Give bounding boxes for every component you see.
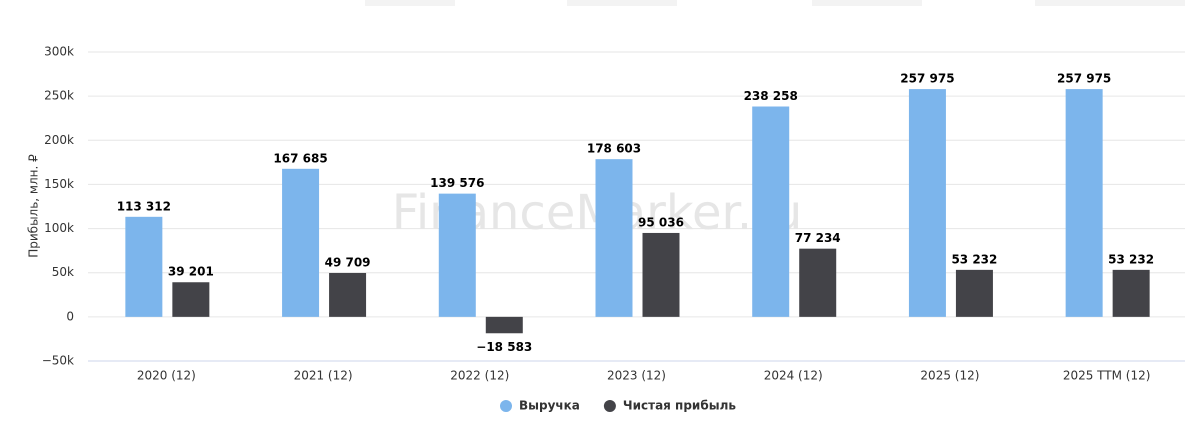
data-label: 257 975: [900, 72, 954, 86]
x-tick-label: 2024 (12): [764, 369, 823, 383]
legend-marker: [500, 400, 512, 412]
data-label: 167 685: [273, 151, 327, 165]
data-label: 53 232: [951, 252, 997, 266]
bar: [438, 193, 476, 317]
data-label: −18 583: [476, 340, 532, 354]
legend-label: Чистая прибыль: [623, 399, 736, 413]
tab-stub: [567, 0, 677, 6]
y-tick-label: 300k: [44, 45, 74, 59]
x-tick-label: 2021 (12): [294, 369, 353, 383]
bar: [172, 282, 210, 317]
data-label: 238 258: [744, 89, 798, 103]
y-tick-label: 250k: [44, 89, 74, 103]
data-label: 53 232: [1108, 252, 1154, 266]
bar: [125, 216, 163, 317]
data-label: 39 201: [168, 265, 214, 279]
bar: [1112, 269, 1150, 317]
x-tick-label: 2025 (12): [920, 369, 979, 383]
data-label: 95 036: [638, 215, 684, 229]
tab-stub: [1035, 0, 1185, 6]
x-tick-label: 2023 (12): [607, 369, 666, 383]
tab-stub: [812, 0, 922, 6]
bar: [595, 159, 633, 317]
y-tick-label: 100k: [44, 221, 74, 235]
legend-label: Выручка: [519, 399, 580, 413]
y-tick-label: 0: [66, 309, 74, 323]
tab-stub: [365, 0, 455, 6]
bar: [282, 168, 320, 317]
bar: [908, 89, 946, 317]
data-label: 178 603: [587, 142, 641, 156]
bar: [485, 316, 523, 334]
data-label: 257 975: [1057, 72, 1111, 86]
bar: [329, 272, 367, 317]
y-tick-label: 200k: [44, 133, 74, 147]
x-tick-label: 2022 (12): [450, 369, 509, 383]
data-label: 77 234: [795, 231, 841, 245]
x-tick-label: 2020 (12): [137, 369, 196, 383]
legend-marker: [603, 400, 616, 412]
x-tick-label: 2025 TTM (12): [1063, 369, 1151, 383]
bar: [642, 232, 680, 317]
y-tick-label: 150k: [44, 177, 74, 191]
bar: [752, 106, 790, 317]
y-tick-label: 50k: [52, 265, 74, 279]
bar: [799, 248, 837, 317]
data-label: 139 576: [430, 176, 484, 190]
bar: [1065, 89, 1103, 317]
data-label: 113 312: [117, 199, 171, 213]
y-axis-title: Прибыль, млн. ₽: [27, 154, 41, 258]
bar: [955, 269, 993, 317]
data-label: 49 709: [325, 255, 371, 269]
y-tick-label: −50k: [42, 354, 74, 368]
